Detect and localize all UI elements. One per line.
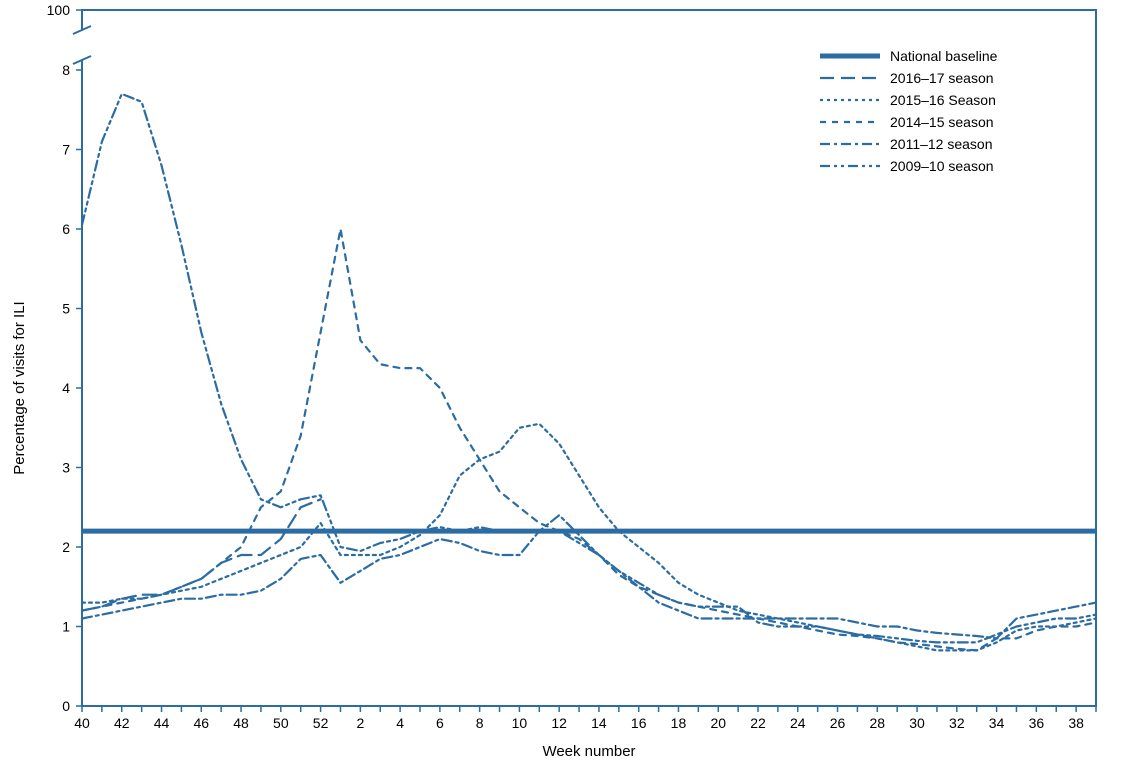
legend-label: 2009–10 season <box>890 158 994 174</box>
x-tick-label: 4 <box>396 715 404 731</box>
x-tick-label: 14 <box>591 715 607 731</box>
x-tick-label: 16 <box>631 715 647 731</box>
x-tick-label: 10 <box>512 715 528 731</box>
line-chart: 012345678100Percentage of visits for ILI… <box>0 0 1121 766</box>
series-line <box>82 515 1096 638</box>
x-tick-label: 44 <box>154 715 170 731</box>
y-tick-label: 7 <box>62 142 70 158</box>
x-tick-label: 12 <box>551 715 567 731</box>
y-tick-label: 100 <box>47 2 71 18</box>
x-axis-label: Week number <box>542 743 635 760</box>
x-tick-label: 48 <box>233 715 249 731</box>
x-tick-label: 22 <box>750 715 766 731</box>
y-tick-label: 8 <box>62 62 70 78</box>
x-tick-label: 32 <box>949 715 965 731</box>
x-tick-label: 30 <box>909 715 925 731</box>
y-tick-label: 3 <box>62 460 70 476</box>
y-tick-label: 0 <box>62 698 70 714</box>
x-tick-label: 34 <box>989 715 1005 731</box>
x-tick-label: 52 <box>313 715 329 731</box>
x-tick-label: 42 <box>114 715 130 731</box>
legend-label: 2016–17 season <box>890 70 994 86</box>
x-tick-label: 2 <box>356 715 364 731</box>
legend-label: 2015–16 Season <box>890 92 996 108</box>
x-tick-label: 20 <box>710 715 726 731</box>
series-line <box>82 94 1096 643</box>
x-tick-label: 28 <box>870 715 886 731</box>
legend-label: National baseline <box>890 48 998 64</box>
x-tick-label: 38 <box>1068 715 1084 731</box>
y-tick-label: 6 <box>62 221 70 237</box>
x-tick-label: 26 <box>830 715 846 731</box>
y-tick-label: 2 <box>62 539 70 555</box>
y-tick-label: 4 <box>62 380 70 396</box>
x-tick-label: 6 <box>436 715 444 731</box>
x-tick-label: 24 <box>790 715 806 731</box>
x-tick-label: 50 <box>273 715 289 731</box>
x-tick-label: 8 <box>476 715 484 731</box>
legend-label: 2014–15 season <box>890 114 994 130</box>
x-tick-label: 18 <box>671 715 687 731</box>
x-tick-label: 36 <box>1029 715 1045 731</box>
series-line <box>82 424 1096 651</box>
chart-container: 012345678100Percentage of visits for ILI… <box>0 0 1121 766</box>
legend-label: 2011–12 season <box>890 136 993 152</box>
x-tick-label: 40 <box>74 715 90 731</box>
y-tick-label: 1 <box>62 619 70 635</box>
x-tick-label: 46 <box>194 715 210 731</box>
y-axis-label: Percentage of visits for ILI <box>11 301 28 474</box>
y-tick-label: 5 <box>62 301 70 317</box>
series-line <box>82 499 321 610</box>
